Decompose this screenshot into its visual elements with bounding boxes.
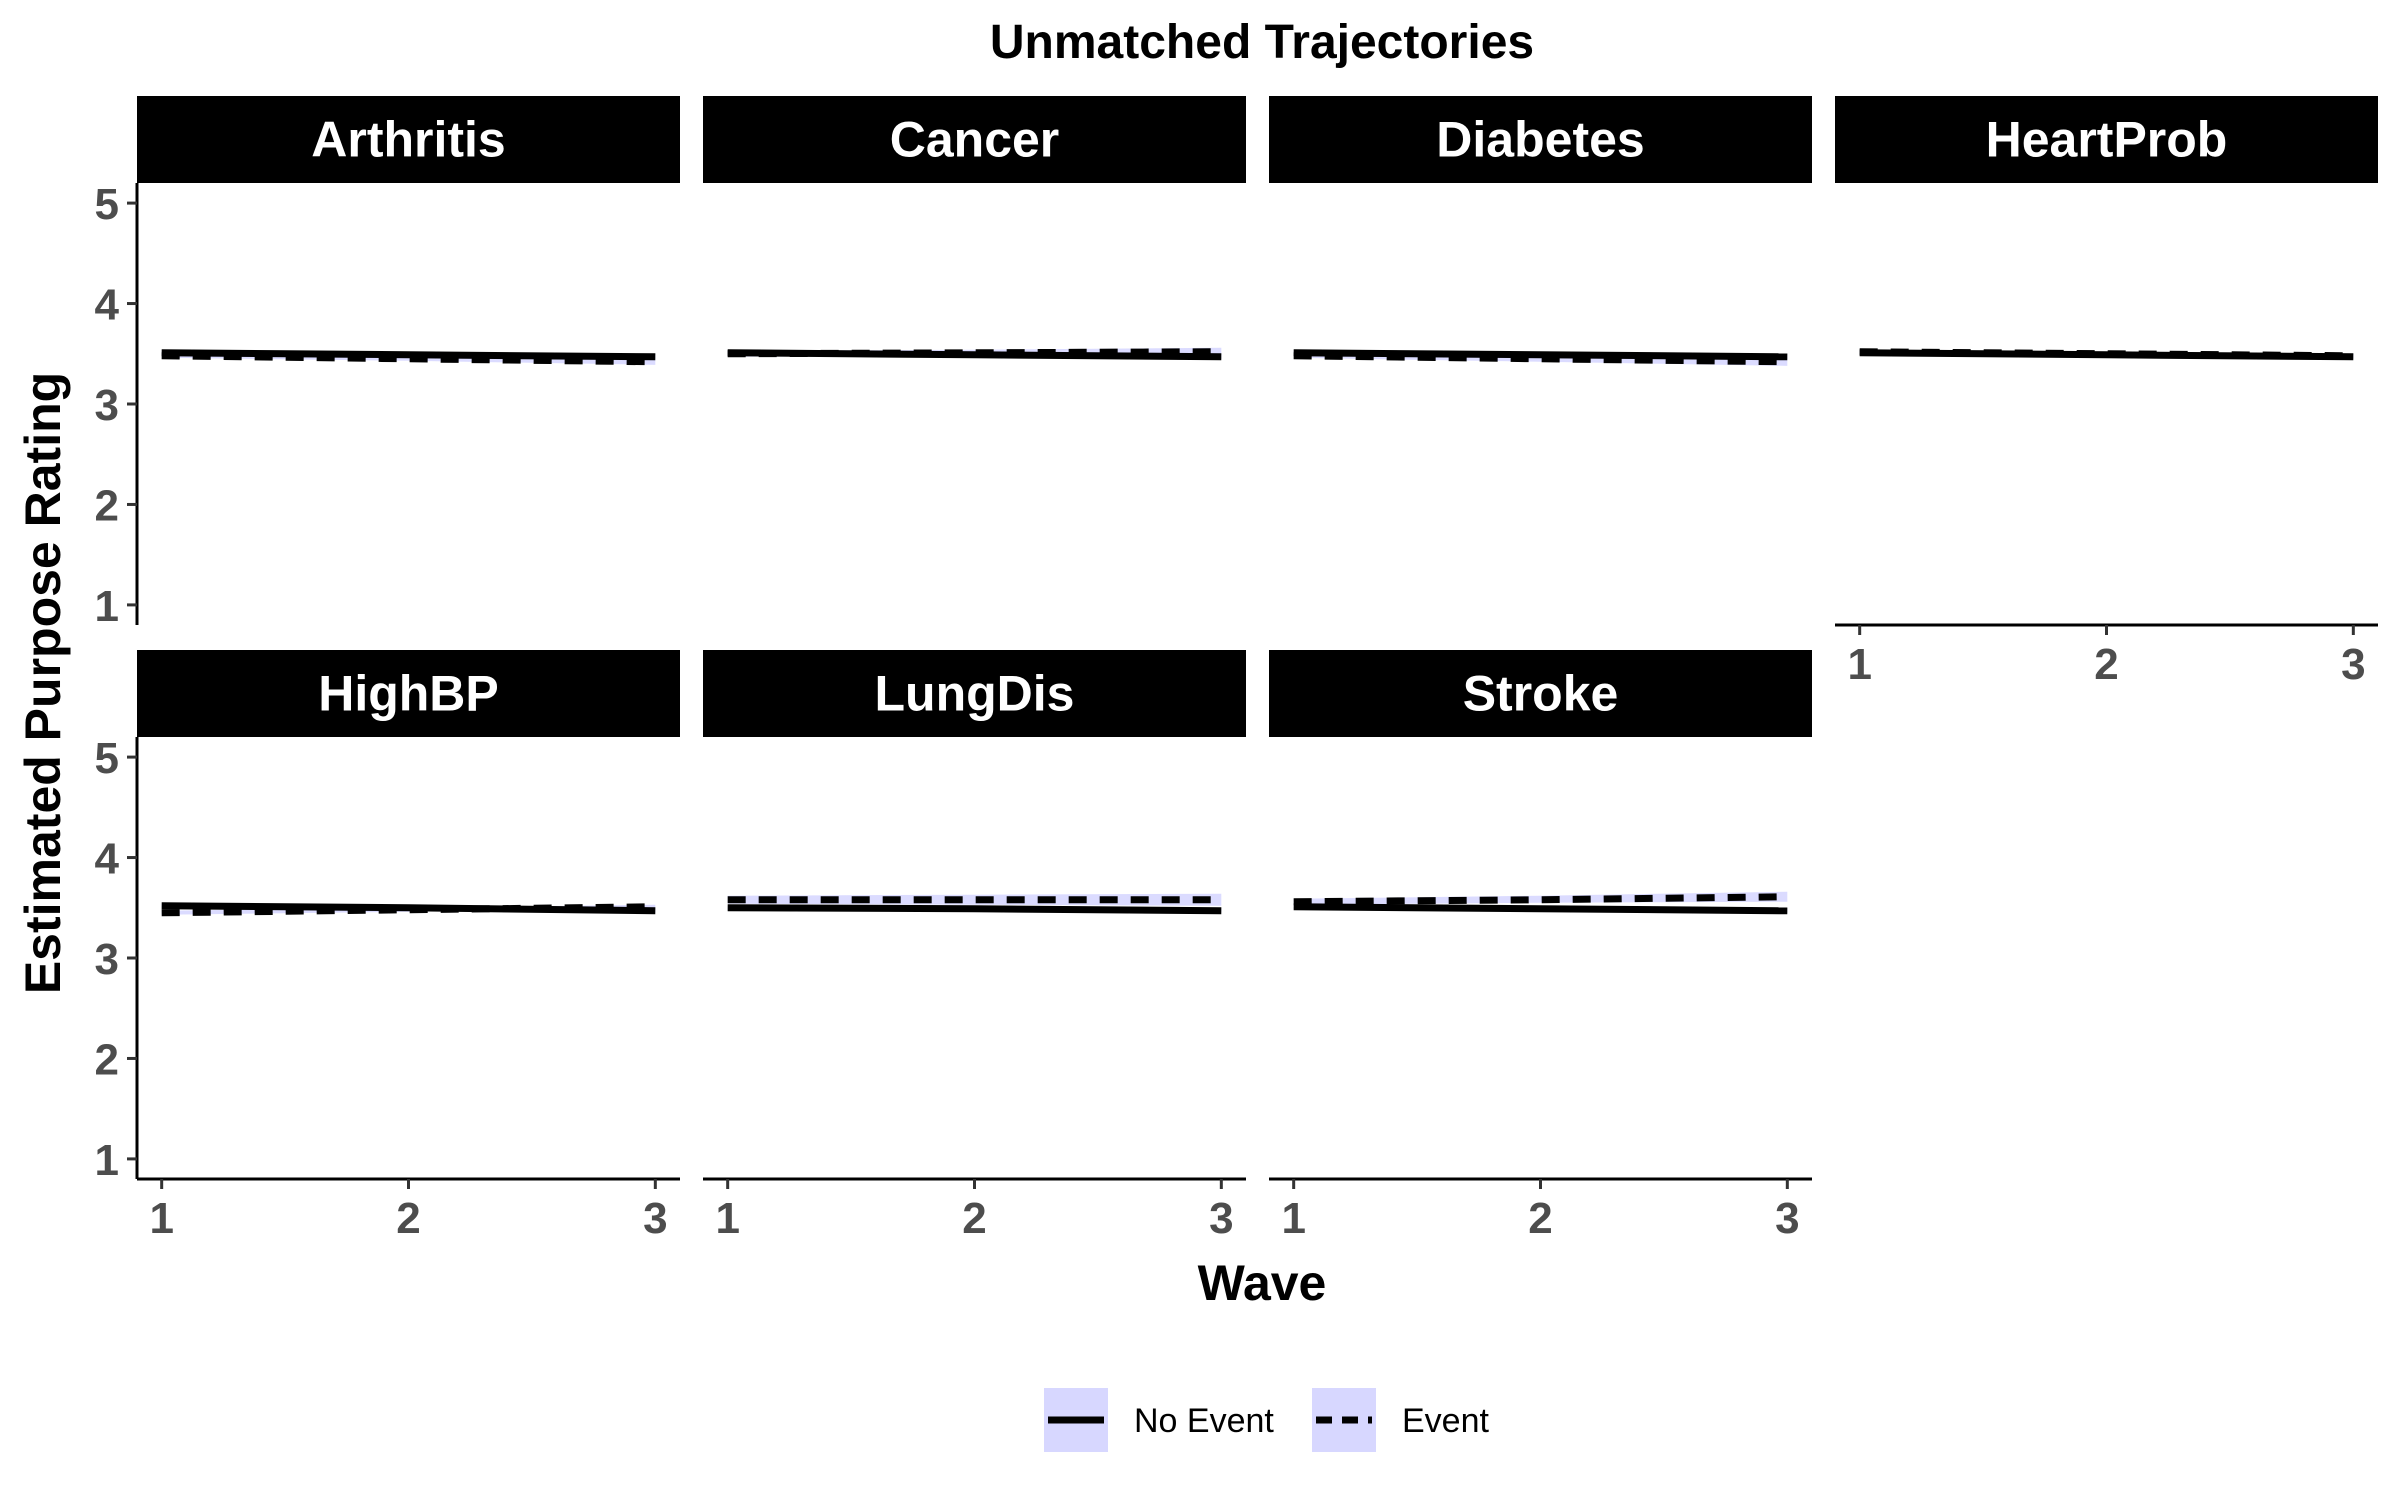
event-line [727,348,1222,358]
y-tick-label: 4 [95,835,120,884]
event-line [1293,893,1788,906]
facet-panels: Arthritis 1 2 3 4 5 Cancer Diabetes HeartProb 1 2 3… [95,96,2378,1243]
facet-panel-heartprob: HeartProb 1 2 3 [1835,96,2378,689]
x-tick-label: 2 [2094,640,2118,689]
y-tick-label: 3 [95,381,119,430]
legend-label: No Event [1134,1402,1274,1440]
facet-strip-label: Arthritis [311,112,505,168]
facet-strip [703,650,1246,737]
facet-strip [1835,96,2378,183]
legend-item-no-event: No Event [1044,1388,1274,1452]
y-tick-label: 4 [95,281,120,330]
event-line [161,903,656,917]
y-axis-title: Estimated Purpose Rating [15,372,71,994]
x-tick-label: 3 [2341,640,2365,689]
legend-item-event: Event [1312,1388,1489,1452]
x-tick-label: 1 [149,1194,173,1243]
y-tick-label: 2 [95,1035,119,1084]
x-tick-label: 2 [962,1194,986,1243]
event-line [1859,348,2354,360]
facet-strip-label: Diabetes [1436,112,1644,168]
chart-title: Unmatched Trajectories [990,16,1534,69]
event-ribbon [1293,891,1788,905]
facet-strip-label: Cancer [890,112,1060,168]
x-tick-label: 3 [1209,1194,1233,1243]
facet-strip [703,96,1246,183]
y-tick-label: 2 [95,481,119,530]
y-tick-label: 1 [95,1136,119,1185]
y-tick-label: 3 [95,935,119,984]
event-ribbon [727,893,1222,906]
x-tick-label: 1 [1847,640,1871,689]
x-tick-label: 1 [1281,1194,1305,1243]
y-tick-label: 1 [95,582,119,631]
facet-strip [1269,96,1812,183]
legend-label: Event [1402,1402,1489,1440]
facet-panel-arthritis: Arthritis 1 2 3 4 5 [95,96,680,631]
facet-strip-label: HighBP [318,666,499,722]
facet-panel-highbp: HighBP 1 2 3 4 5 1 2 3 [95,650,680,1243]
no-event-line [727,904,1222,915]
y-tick-label: 5 [95,734,119,783]
y-tick-label: 5 [95,180,119,229]
facet-strip [1269,650,1812,737]
facet-strip-label: LungDis [875,666,1075,722]
facet-panel-lungdis: LungDis 1 2 3 [703,650,1246,1243]
facet-strip-label: HeartProb [1986,112,2228,168]
facet-panel-stroke: Stroke 1 2 3 [1269,650,1812,1243]
x-tick-label: 3 [643,1194,667,1243]
event-line [161,352,656,366]
no-event-line [1293,349,1788,361]
x-tick-label: 1 [715,1194,739,1243]
facet-panel-diabetes: Diabetes [1269,96,1812,366]
facet-strip [137,650,680,737]
no-event-line [727,349,1222,361]
x-axis-title: Wave [1198,1255,1327,1311]
no-event-line [161,349,656,361]
x-tick-label: 2 [1528,1194,1552,1243]
x-tick-label: 3 [1775,1194,1799,1243]
no-event-line [1293,903,1788,915]
legend: No Event Event [1044,1388,1489,1452]
facet-strip-label: Stroke [1463,666,1619,722]
facet-strip [137,96,680,183]
event-line [1293,352,1788,366]
facet-panel-cancer: Cancer [703,96,1246,361]
x-tick-label: 2 [396,1194,420,1243]
